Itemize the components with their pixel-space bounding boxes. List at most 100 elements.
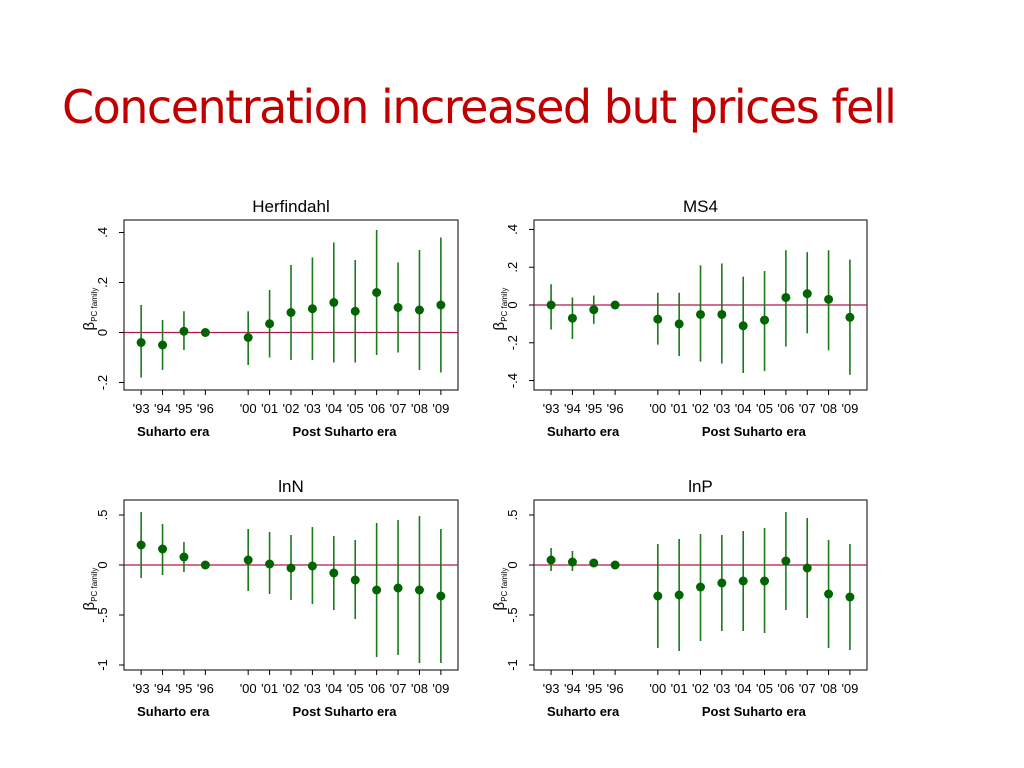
x-tick-label: '01 — [261, 681, 278, 696]
point-estimate — [738, 576, 748, 586]
point-estimate — [414, 585, 424, 595]
point-estimate — [653, 591, 663, 601]
point-estimate — [760, 315, 770, 325]
x-tick-label: '05 — [756, 681, 773, 696]
y-tick-label: .4 — [95, 227, 110, 238]
y-tick-label: -.4 — [505, 373, 520, 388]
point-estimate — [200, 560, 210, 570]
x-tick-label: '07 — [799, 401, 816, 416]
x-tick-label: '07 — [390, 401, 407, 416]
y-axis-label-beta: β — [81, 321, 98, 330]
x-tick-label: '96 — [607, 681, 624, 696]
x-group-label: Post Suharto era — [702, 704, 807, 719]
y-tick-label: .4 — [505, 224, 520, 235]
x-tick-label: '07 — [390, 681, 407, 696]
x-tick-label: '08 — [411, 401, 428, 416]
x-tick-label: '05 — [756, 401, 773, 416]
point-estimate — [243, 555, 253, 565]
chart-panel-ms4: MS4 -.4 -.2 0 .2 .4 βPC family '93 '94 '95 '96 '00 '… — [491, 197, 868, 439]
point-estimate — [760, 576, 770, 586]
x-tick-label: '02 — [692, 681, 709, 696]
point-estimate — [717, 578, 727, 588]
x-tick-label: '09 — [841, 401, 858, 416]
y-tick-label: 0 — [95, 329, 110, 336]
y-tick-label: .5 — [95, 510, 110, 521]
chart-title: lnN — [278, 477, 304, 496]
y-axis-label-subscript: PC family — [90, 288, 99, 322]
x-tick-label: '94 — [564, 401, 581, 416]
x-tick-label: '01 — [671, 401, 688, 416]
y-axis-label-subscript: PC family — [500, 568, 509, 602]
point-estimate — [307, 561, 317, 571]
x-group-label: Post Suharto era — [293, 424, 398, 439]
x-tick-label: '03 — [304, 401, 321, 416]
point-estimate — [610, 300, 620, 310]
point-estimate — [653, 314, 663, 324]
chart-panel-herfindahl: Herfindahl -.2 0 .2 .4 βPC family '93 '94 '95 '96… — [81, 197, 459, 439]
point-estimate — [200, 328, 210, 337]
point-estimate — [589, 558, 599, 568]
y-axis-label-subscript: PC family — [90, 568, 99, 602]
point-estimate — [265, 319, 275, 329]
slide-title: Concentration increased but prices fell — [62, 80, 897, 134]
x-group-label: Post Suharto era — [702, 424, 807, 439]
y-axis-label: βPC family — [491, 288, 509, 331]
x-tick-label: '03 — [713, 681, 730, 696]
point-estimate — [845, 592, 855, 602]
point-estimate — [589, 305, 599, 315]
chart-title: MS4 — [683, 197, 718, 216]
x-tick-label: '00 — [240, 401, 257, 416]
x-tick-label: '09 — [841, 681, 858, 696]
point-estimate — [436, 591, 446, 601]
point-estimate — [717, 309, 727, 319]
x-tick-label: '94 — [154, 401, 171, 416]
y-tick-label: -.2 — [505, 335, 520, 350]
point-estimate — [781, 556, 791, 566]
x-group-label: Suharto era — [137, 704, 210, 719]
x-tick-label: '09 — [432, 681, 449, 696]
y-axis-label-beta: β — [81, 601, 98, 610]
x-tick-label: '04 — [735, 401, 752, 416]
point-estimate — [436, 300, 446, 310]
x-group-label: Suharto era — [547, 704, 620, 719]
point-estimate — [329, 298, 339, 307]
x-tick-label: '08 — [411, 681, 428, 696]
point-estimate — [546, 300, 556, 310]
point-estimate — [674, 319, 684, 329]
x-tick-label: '96 — [197, 681, 214, 696]
x-tick-label: '00 — [649, 401, 666, 416]
x-tick-label: '00 — [649, 681, 666, 696]
x-group-label: Suharto era — [137, 424, 210, 439]
point-estimate — [802, 563, 812, 573]
point-estimate — [696, 309, 705, 319]
y-axis-label: βPC family — [81, 568, 99, 611]
point-estimate — [136, 338, 146, 347]
point-estimate — [674, 590, 684, 600]
y-tick-label: 0 — [95, 561, 110, 568]
y-tick-label: .5 — [505, 510, 520, 521]
y-tick-label: -1 — [95, 659, 110, 671]
x-tick-label: '93 — [133, 401, 150, 416]
point-estimate — [567, 557, 577, 567]
x-tick-label: '07 — [799, 681, 816, 696]
point-estimate — [567, 313, 577, 323]
point-estimate — [738, 321, 748, 331]
x-tick-label: '00 — [240, 681, 257, 696]
x-tick-label: '02 — [283, 401, 300, 416]
x-tick-label: '96 — [197, 401, 214, 416]
point-estimate — [136, 540, 146, 550]
point-estimate — [610, 560, 620, 570]
point-estimate — [372, 288, 382, 297]
x-tick-label: '93 — [133, 681, 150, 696]
x-tick-label: '09 — [432, 401, 449, 416]
y-tick-label: -.2 — [95, 375, 110, 390]
point-estimate — [158, 544, 168, 554]
x-tick-label: '06 — [368, 401, 385, 416]
x-tick-label: '93 — [543, 401, 560, 416]
point-estimate — [329, 568, 339, 578]
x-tick-label: '95 — [585, 401, 602, 416]
x-tick-label: '04 — [325, 681, 342, 696]
point-estimate — [845, 312, 855, 322]
point-estimate — [393, 583, 403, 593]
